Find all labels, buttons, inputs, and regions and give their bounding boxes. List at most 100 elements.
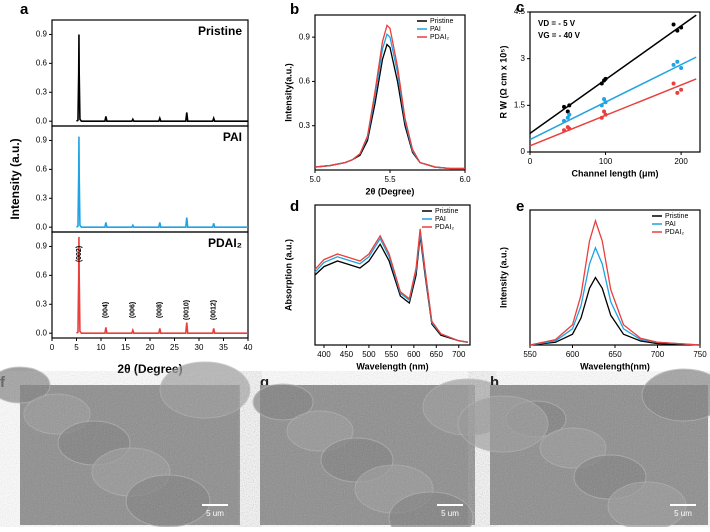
x-tick-label: 25 (170, 343, 179, 352)
data-point (602, 78, 607, 83)
panel-label: g (260, 374, 269, 391)
x-tick-label: 600 (407, 350, 421, 359)
y-axis-label: Intensity(a.u.) (283, 63, 293, 122)
legend-label: Pristine (665, 213, 688, 220)
peak-label: (0012) (211, 300, 218, 320)
x-tick-label: 6.0 (459, 175, 471, 184)
panel-label: b (290, 1, 299, 18)
y-tick-label: 0.6 (36, 164, 48, 173)
x-tick-label: 35 (219, 343, 228, 352)
y-tick-label: 0.6 (36, 270, 48, 279)
peak-label: (008) (157, 302, 164, 318)
sem-noise (490, 385, 708, 525)
x-tick-label: 15 (121, 343, 130, 352)
x-tick-label: 0 (528, 157, 533, 166)
x-tick-label: 20 (146, 343, 155, 352)
x-axis-label: Channel length (μm) (571, 168, 658, 178)
data-line (76, 34, 248, 122)
data-point (671, 62, 676, 67)
peak-label: (006) (130, 302, 137, 318)
legend-label: PDAI₂ (665, 229, 684, 236)
data-line (314, 32, 465, 170)
panel-label: e (516, 198, 524, 215)
data-line (529, 276, 701, 346)
x-tick-label: 550 (523, 350, 537, 359)
data-line (76, 236, 248, 334)
data-line (314, 24, 465, 170)
x-tick-label: 650 (608, 350, 622, 359)
plot-frame (529, 11, 701, 153)
legend-label: Pristine (435, 208, 458, 215)
y-tick-label: 0.9 (36, 136, 48, 145)
data-point (565, 109, 570, 114)
legend-label: PAI (430, 26, 441, 33)
data-point (567, 103, 572, 108)
data-line (76, 136, 248, 228)
data-point (675, 90, 680, 95)
sem-noise (260, 385, 475, 525)
data-point (671, 22, 676, 27)
scale-bar-label: 5 um (674, 509, 692, 518)
y-tick-label: 0.0 (36, 328, 48, 337)
peak-label: (004) (103, 302, 110, 318)
scale-bar-label: 5 um (441, 509, 459, 518)
x-tick-label: 100 (599, 157, 613, 166)
y-tick-label: 0 (521, 147, 526, 156)
legend-label: PDAI₂ (435, 224, 454, 231)
y-tick-label: 0.3 (36, 87, 48, 96)
peak-label: (002) (76, 246, 83, 262)
data-point (603, 112, 608, 117)
y-tick-label: 3 (521, 54, 526, 63)
y-tick-label: 4.5 (514, 7, 526, 16)
y-tick-label: 0.0 (36, 222, 48, 231)
x-tick-label: 5.5 (384, 175, 396, 184)
panel-label: c (516, 0, 524, 16)
data-line (529, 246, 701, 346)
x-tick-label: 750 (693, 350, 707, 359)
x-tick-label: 200 (674, 157, 688, 166)
x-tick-label: 700 (452, 350, 466, 359)
panel-label: h (490, 374, 499, 391)
data-point (679, 25, 684, 30)
plot-frame (51, 125, 249, 233)
sem-noise (20, 385, 240, 525)
data-line (529, 56, 697, 141)
x-axis-label: Wavelength(nm) (580, 361, 650, 371)
series-label: PDAI₂ (208, 236, 242, 250)
data-point (603, 100, 608, 105)
x-tick-label: 600 (566, 350, 580, 359)
legend-label: PDAI₂ (430, 34, 449, 41)
data-point (679, 87, 684, 92)
legend-label: Pristine (430, 18, 453, 25)
y-axis-label: Intensity (a.u.) (8, 138, 22, 219)
x-tick-label: 450 (340, 350, 354, 359)
legend-label: PAI (665, 221, 676, 228)
data-point (602, 97, 607, 102)
data-point (602, 109, 607, 114)
x-axis-label: Wavelength (nm) (356, 361, 428, 371)
data-point (675, 28, 680, 33)
y-tick-label: 0.3 (36, 193, 48, 202)
data-line (529, 78, 697, 147)
data-point (671, 81, 676, 86)
annotation: VG = - 40 V (538, 31, 581, 40)
x-tick-label: 550 (385, 350, 399, 359)
data-line (314, 235, 468, 343)
y-tick-label: 0.9 (299, 32, 311, 41)
y-tick-label: 0.9 (36, 242, 48, 251)
x-axis-label: 2θ (Degree) (366, 186, 415, 196)
x-tick-label: 5 (74, 343, 79, 352)
y-axis-label: R W (Ω cm x 10⁵) (498, 46, 508, 119)
data-point (562, 128, 566, 133)
data-line (529, 14, 697, 134)
data-point (679, 66, 684, 70)
panel-label: d (290, 198, 299, 215)
y-tick-label: 0.6 (299, 77, 311, 86)
data-point (562, 104, 566, 109)
scale-bar-label: 5 um (206, 509, 224, 518)
x-tick-label: 400 (317, 350, 331, 359)
data-point (567, 112, 572, 117)
x-tick-label: 30 (195, 343, 204, 352)
data-point (567, 126, 572, 131)
